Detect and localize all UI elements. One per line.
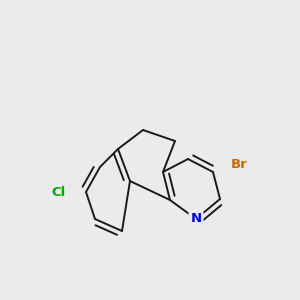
Text: N: N — [190, 212, 202, 226]
Text: Br: Br — [231, 158, 248, 172]
Text: Cl: Cl — [52, 185, 66, 199]
